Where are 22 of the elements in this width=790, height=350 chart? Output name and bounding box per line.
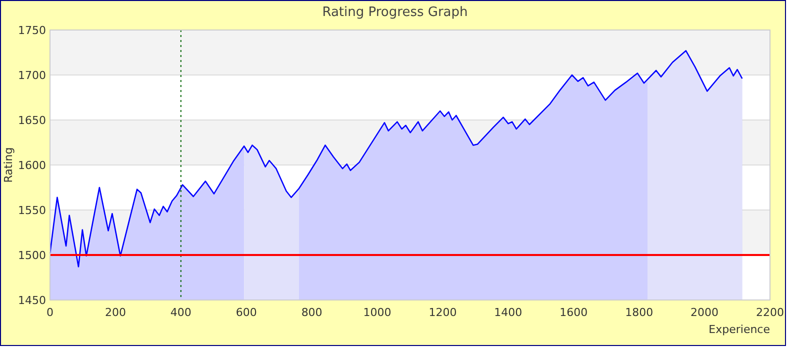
x-tick-label: 600 bbox=[236, 306, 257, 319]
x-tick-label: 200 bbox=[104, 306, 126, 319]
y-tick-label: 1550 bbox=[18, 204, 46, 217]
x-tick-label: 800 bbox=[301, 306, 322, 319]
x-tick-label: 2000 bbox=[690, 306, 719, 319]
x-tick-label: 1800 bbox=[625, 306, 654, 319]
y-tick-label: 1750 bbox=[18, 24, 46, 37]
y-tick-label: 1500 bbox=[18, 248, 46, 262]
x-tick-label: 0 bbox=[46, 306, 54, 319]
x-tick-label: 2200 bbox=[756, 306, 784, 319]
x-tick-label: 1200 bbox=[428, 306, 457, 319]
y-tick-label: 1450 bbox=[18, 294, 46, 307]
chart-title: Rating Progress Graph bbox=[322, 5, 468, 20]
x-axis-title: Experience bbox=[708, 323, 770, 336]
x-tick-label: 400 bbox=[170, 306, 192, 319]
x-tick-label: 1000 bbox=[363, 306, 392, 319]
x-tick-label: 1600 bbox=[560, 306, 588, 319]
y-tick-label: 1650 bbox=[18, 114, 46, 127]
y-axis-title: Rating bbox=[2, 147, 15, 183]
y-tick-label: 1600 bbox=[18, 158, 46, 172]
x-tick-label: 1400 bbox=[494, 306, 522, 319]
y-tick-label: 1700 bbox=[18, 68, 46, 82]
